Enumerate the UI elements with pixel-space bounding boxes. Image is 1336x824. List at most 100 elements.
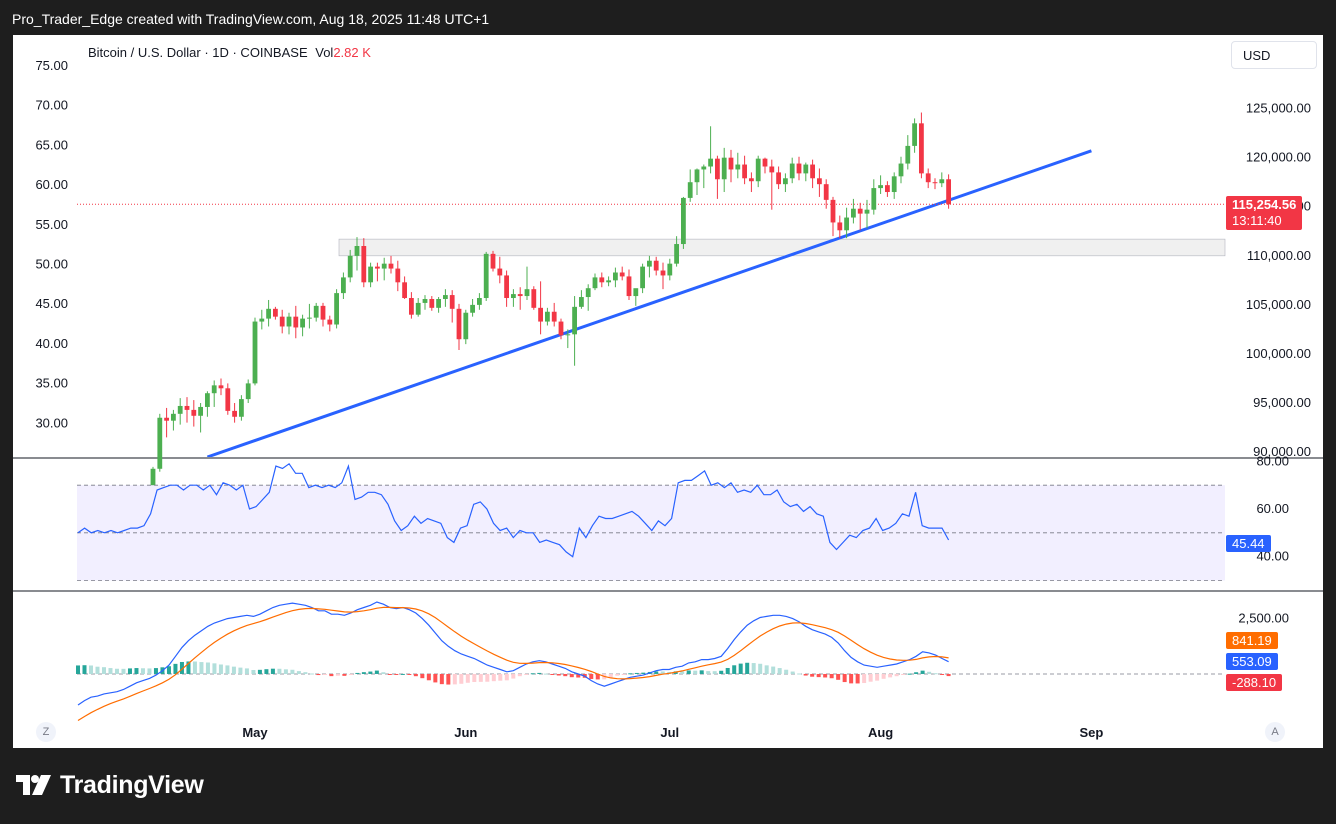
macd-histogram-bar	[693, 670, 698, 674]
candle-body	[470, 304, 475, 313]
tradingview-brand[interactable]: TradingView	[14, 770, 204, 800]
candle-body	[776, 172, 781, 185]
macd-histogram-bar	[920, 670, 925, 674]
macd-histogram-bar	[446, 673, 451, 685]
macd-histogram-bar	[205, 662, 210, 674]
candle	[708, 126, 713, 174]
currency-button[interactable]: USD	[1231, 41, 1317, 69]
macd-histogram-bar	[459, 673, 464, 684]
macd-histogram-bar	[595, 673, 600, 680]
candle	[341, 272, 346, 299]
macd-histogram-bar	[309, 673, 314, 675]
signal-value-tag: 841.19	[1226, 632, 1278, 649]
zoom-button[interactable]: Z	[36, 722, 56, 742]
candle-body	[844, 217, 849, 231]
candle-body	[531, 289, 537, 308]
candle	[789, 157, 795, 184]
candle-body	[211, 385, 217, 394]
macd-histogram-bar	[810, 673, 815, 677]
chart-caption: Pro_Trader_Edge created with TradingView…	[12, 11, 490, 27]
candle-body	[694, 169, 700, 183]
candle	[497, 256, 503, 284]
candle-body	[619, 272, 625, 277]
left-axis-tick: 75.00	[35, 58, 68, 73]
candle	[334, 289, 339, 329]
macd-histogram-bar	[511, 673, 516, 679]
candle	[687, 169, 693, 202]
macd-histogram-bar	[628, 673, 633, 675]
chart-panel[interactable]: 130,000.00125,000.00120,000.00115,000.00…	[13, 35, 1323, 748]
candle	[653, 256, 659, 276]
candle-body	[443, 295, 448, 299]
candle	[599, 272, 605, 288]
tradingview-logo-icon	[16, 775, 51, 795]
candle	[572, 296, 577, 366]
candle-body	[626, 276, 632, 297]
candle	[300, 314, 305, 337]
candle-body	[293, 316, 299, 328]
candle	[245, 379, 251, 404]
candle	[715, 155, 720, 199]
candle	[749, 172, 754, 193]
macd-histogram-bar	[439, 673, 444, 685]
macd-histogram-bar	[465, 673, 470, 683]
macd-histogram-bar	[537, 672, 542, 674]
candle	[490, 250, 496, 272]
macd-histogram-bar	[394, 673, 399, 675]
candle-body	[177, 405, 183, 414]
candle	[701, 164, 707, 189]
macd-histogram-bar	[166, 666, 171, 674]
candle-body	[823, 184, 829, 200]
rsi-axis-tick: 40.00	[1256, 549, 1289, 564]
candle-body	[490, 253, 496, 269]
candle	[164, 407, 169, 438]
macd-histogram-bar	[283, 669, 288, 674]
candle-body	[239, 399, 244, 417]
candle	[728, 149, 734, 183]
candle-body	[579, 297, 584, 307]
candle	[198, 403, 203, 433]
macd-histogram-bar	[121, 668, 126, 674]
candle	[592, 273, 598, 291]
candle	[735, 152, 741, 179]
macd-histogram-bar	[342, 673, 347, 676]
candle	[252, 317, 258, 386]
macd-histogram-bar	[894, 673, 899, 677]
candle	[796, 156, 802, 181]
left-axis-tick: 45.00	[35, 296, 68, 311]
macd-histogram-bar	[660, 671, 665, 674]
macd-histogram-bar	[719, 670, 724, 674]
candle	[885, 181, 890, 197]
candle	[851, 198, 856, 224]
chart-canvas[interactable]: 130,000.00125,000.00120,000.00115,000.00…	[13, 35, 1323, 748]
candle	[810, 159, 815, 189]
candle-body	[252, 321, 258, 384]
rsi-axis-tick: 80.00	[1256, 453, 1289, 468]
candle-body	[538, 307, 543, 322]
macd-histogram-bar	[836, 673, 841, 680]
macd-histogram-bar	[842, 673, 847, 683]
macd-histogram-bar	[472, 673, 477, 682]
macd-histogram-bar	[426, 673, 431, 681]
auto-scale-button[interactable]: A	[1265, 722, 1285, 742]
price-axis-tick: 95,000.00	[1253, 395, 1311, 410]
macd-histogram-bar	[108, 668, 113, 674]
candle-body	[368, 266, 373, 283]
macd-histogram-bar	[569, 673, 574, 678]
candle	[511, 289, 516, 307]
candle	[368, 262, 373, 288]
candle	[184, 397, 190, 423]
candle-body	[198, 406, 203, 416]
candle-body	[381, 263, 387, 269]
candle-body	[279, 316, 285, 327]
candle-body	[415, 302, 421, 315]
candle	[239, 395, 244, 421]
macd-histogram-bar	[231, 666, 236, 674]
candle	[742, 155, 747, 185]
candle-body	[327, 319, 333, 325]
left-axis-tick: 55.00	[35, 217, 68, 232]
candle	[660, 262, 666, 290]
candle	[769, 159, 775, 210]
macd-line	[77, 601, 949, 706]
candle	[823, 179, 829, 209]
